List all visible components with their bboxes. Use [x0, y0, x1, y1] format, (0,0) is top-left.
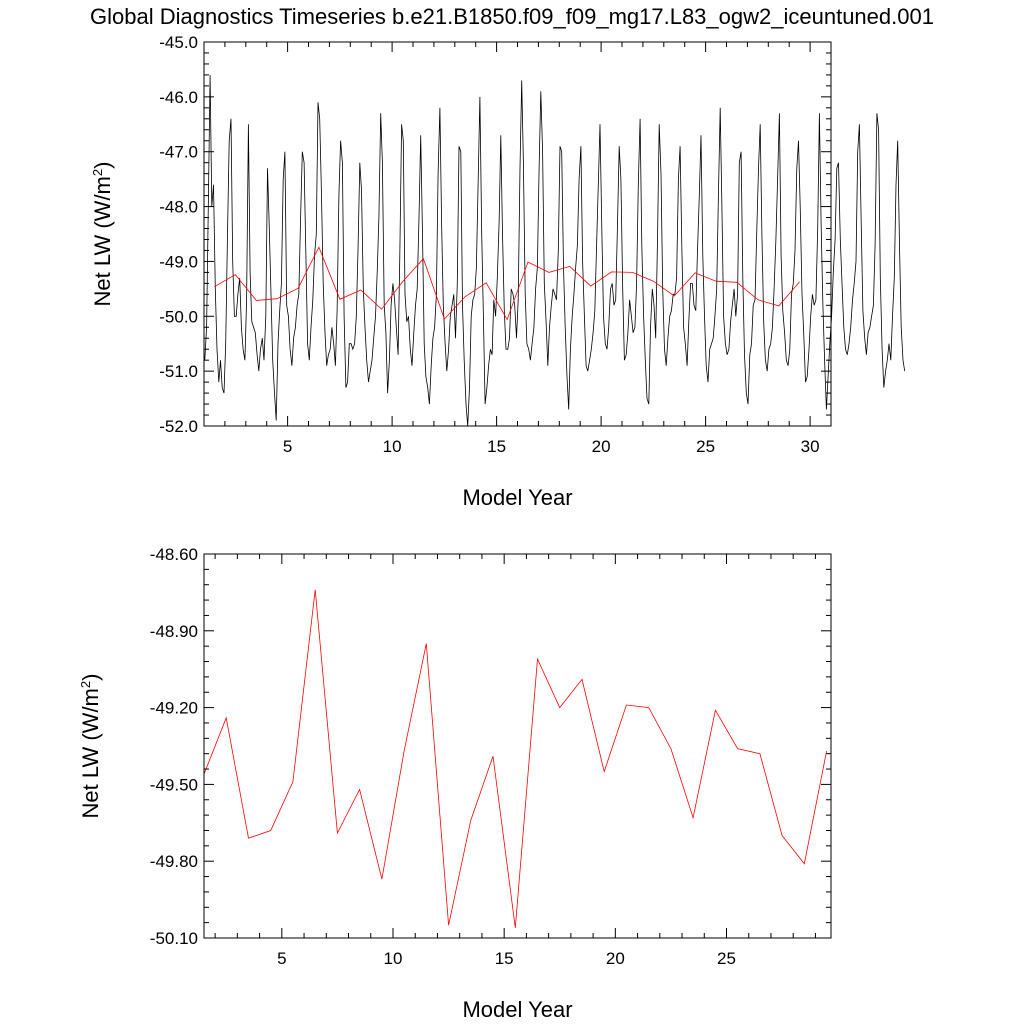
- plot-frame: [203, 41, 832, 427]
- y-tick-label: -50.0: [159, 307, 198, 326]
- series-layer: [204, 74, 906, 427]
- x-tick-label: 30: [801, 437, 820, 456]
- y-tick-label: -50.10: [150, 929, 198, 948]
- y-tick-label: -47.0: [159, 143, 198, 162]
- plot-frame: [203, 553, 832, 939]
- figure-title: Global Diagnostics Timeseries b.e21.B185…: [90, 4, 934, 29]
- panel-top: 5 10 15 20 25 30 -52.0 -51.0 -50.0 -49.0 -48.0 -47.…: [90, 33, 906, 510]
- y-axis-label: Net LW (W/m2): [90, 162, 115, 307]
- x-tick-label: 25: [717, 949, 736, 968]
- x-tick-label: 10: [384, 949, 403, 968]
- x-tick-label: 10: [383, 437, 402, 456]
- x-tick-label: 5: [277, 949, 286, 968]
- y-axis-label-main: Net LW (W/m: [90, 176, 115, 306]
- y-tick-label: -45.0: [159, 33, 198, 52]
- y-tick-label: -52.0: [159, 417, 198, 436]
- tick-layer: 5 10 15 20 25 30 -52.0 -51.0 -50.0 -49.0 -48.0 -47.…: [159, 33, 832, 456]
- y-axis-label-end: ): [90, 162, 115, 169]
- y-tick-label: -48.0: [159, 198, 198, 217]
- y-tick-label: -49.0: [159, 252, 198, 271]
- x-tick-label: 20: [606, 949, 625, 968]
- x-tick-label: 5: [283, 437, 292, 456]
- x-tick-label: 15: [487, 437, 506, 456]
- panel-bottom: 5 10 15 20 25 -50.10 -49.80 -49.50 -49.20 -48.90 -…: [78, 545, 832, 1022]
- y-axis-label-end: ): [78, 674, 103, 681]
- y-tick-label: -49.80: [150, 852, 198, 871]
- y-axis-label: Net LW (W/m2): [78, 674, 103, 819]
- x-axis-label: Model Year: [462, 485, 572, 510]
- y-tick-label: -46.0: [159, 88, 198, 107]
- y-tick-label: -48.90: [150, 622, 198, 641]
- series-line-0: [204, 74, 906, 427]
- series-line-0: [203, 589, 827, 928]
- tick-layer: 5 10 15 20 25 -50.10 -49.80 -49.50 -49.20 -48.90 -…: [150, 545, 831, 968]
- y-axis-label-main: Net LW (W/m: [78, 688, 103, 818]
- series-layer: [203, 589, 827, 928]
- series-line-1: [214, 246, 800, 321]
- y-axis-label-superscript: 2: [78, 681, 93, 688]
- y-tick-label: -51.0: [159, 362, 198, 381]
- y-tick-label: -49.50: [150, 775, 198, 794]
- x-tick-label: 15: [495, 949, 514, 968]
- y-axis-label-superscript: 2: [90, 169, 105, 176]
- x-tick-label: 25: [696, 437, 715, 456]
- y-tick-label: -48.60: [150, 545, 198, 564]
- x-tick-label: 20: [592, 437, 611, 456]
- y-tick-label: -49.20: [150, 699, 198, 718]
- x-axis-label: Model Year: [462, 997, 572, 1022]
